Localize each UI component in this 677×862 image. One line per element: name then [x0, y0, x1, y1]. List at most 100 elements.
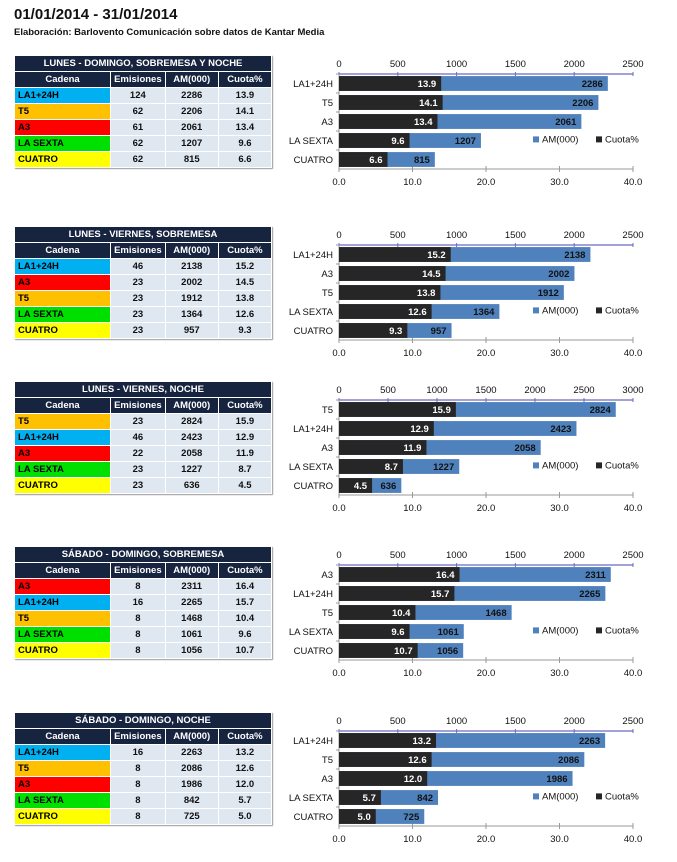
category-label: A3 [321, 570, 333, 581]
cell-cuota: 11.9 [217, 445, 273, 462]
bar-cuota [339, 586, 455, 601]
category-label: A3 [321, 774, 333, 785]
cell-emisiones: 61 [110, 119, 166, 136]
category-label: T5 [322, 98, 333, 109]
table-row: LA1+24H 16 2265 15.7 [13, 594, 273, 611]
legend-label-am: AM(000) [542, 791, 578, 802]
top-axis-tick-label: 2000 [564, 550, 585, 561]
table-row: LA SEXTA 62 1207 9.6 [13, 135, 273, 152]
cell-cadena: CUATRO [13, 642, 112, 659]
cell-cuota: 4.5 [217, 477, 273, 494]
data-label-cuota: 13.2 [413, 736, 432, 747]
bottom-axis-tick-label: 20.0 [477, 348, 496, 359]
cell-cuota: 13.4 [217, 119, 273, 136]
cell-cadena: T5 [13, 760, 112, 777]
cell-cuota: 12.9 [217, 429, 273, 446]
bar-cuota [339, 285, 441, 300]
top-axis-tick-label: 1500 [505, 230, 526, 241]
cell-cadena: LA1+24H [13, 429, 112, 446]
legend-label-am: AM(000) [542, 134, 578, 145]
bar-cuota [339, 114, 438, 129]
cell-am: 1056 [164, 642, 219, 659]
section-5: SÁBADO - DOMINGO, NOCHE Cadena Emisiones AM… [0, 712, 677, 862]
data-label-am: 2002 [548, 269, 569, 280]
section-4: SÁBADO - DOMINGO, SOBREMESA Cadena Emision… [0, 546, 677, 696]
cell-am: 2311 [164, 578, 219, 595]
table-row: LA SEXTA 8 842 5.7 [13, 792, 273, 809]
table-row: LA SEXTA 23 1227 8.7 [13, 461, 273, 478]
section-3: LUNES - VIERNES, NOCHE Cadena Emisiones AM(… [0, 381, 677, 531]
column-header-am: AM(000) [164, 71, 219, 88]
data-label-cuota: 12.0 [404, 774, 423, 785]
top-axis-tick-label: 0 [336, 385, 341, 396]
legend-label-cuota: Cuota% [605, 134, 639, 145]
cell-emisiones: 46 [110, 258, 166, 275]
table-row: T5 62 2206 14.1 [13, 103, 273, 120]
bottom-axis-tick-label: 40.0 [624, 177, 643, 188]
cell-cadena: A3 [13, 776, 112, 793]
cell-cadena: CUATRO [13, 151, 112, 168]
cell-cadena: A3 [13, 445, 112, 462]
audience-table: SÁBADO - DOMINGO, NOCHE Cadena Emisiones AM… [13, 712, 273, 825]
top-axis-tick-label: 2500 [573, 385, 594, 396]
category-label: LA1+24H [293, 589, 333, 600]
legend-swatch-am [533, 627, 539, 634]
top-axis-tick-label: 1500 [505, 59, 526, 70]
top-axis-tick-label: 2000 [564, 230, 585, 241]
chart-legend: AM(000) Cuota% [533, 460, 639, 471]
audience-table: SÁBADO - DOMINGO, SOBREMESA Cadena Emision… [13, 546, 273, 659]
top-axis-tick-label: 500 [380, 385, 396, 396]
table-row: A3 22 2058 11.9 [13, 445, 273, 462]
top-axis-tick-label: 1500 [505, 550, 526, 561]
cell-emisiones: 23 [110, 306, 166, 323]
bar-chart: 0 500 1000 1500 2000 2500 0.0 10.0 20.0 30.0 40.0 L… [289, 230, 644, 359]
table-row: T5 8 2086 12.6 [13, 760, 273, 777]
top-axis-tick-label: 3000 [622, 385, 643, 396]
table-row: LA1+24H 16 2263 13.2 [13, 744, 273, 761]
data-label-cuota: 9.3 [389, 326, 402, 337]
cell-emisiones: 8 [110, 760, 166, 777]
column-header-cuota: Cuota% [217, 71, 273, 88]
bar-cuota [339, 402, 456, 417]
data-label-am: 725 [403, 812, 420, 823]
category-label: LA SEXTA [289, 627, 334, 638]
bar-cuota [339, 95, 443, 110]
data-label-cuota: 5.0 [358, 812, 371, 823]
data-label-cuota: 12.9 [410, 424, 429, 435]
cell-am: 2061 [164, 119, 219, 136]
column-header-cadena: Cadena [13, 242, 112, 259]
data-label-cuota: 10.7 [394, 646, 413, 657]
top-axis-tick-label: 2000 [564, 716, 585, 727]
bar-cuota [339, 304, 432, 319]
top-axis-tick-label: 500 [390, 716, 406, 727]
top-axis-tick-label: 500 [390, 230, 406, 241]
cell-cuota: 9.6 [217, 626, 273, 643]
bar-chart: 0 500 1000 1500 2000 2500 0.0 10.0 20.0 30.0 40.0 L… [289, 59, 644, 188]
cell-cuota: 12.6 [217, 760, 273, 777]
cell-cuota: 16.4 [217, 578, 273, 595]
bottom-axis-tick-label: 30.0 [550, 348, 569, 359]
cell-cadena: T5 [13, 290, 112, 307]
column-header-emisiones: Emisiones [110, 71, 166, 88]
table-row: LA1+24H 46 2423 12.9 [13, 429, 273, 446]
top-axis-tick-label: 1000 [426, 385, 447, 396]
top-axis-tick-label: 1000 [446, 550, 467, 561]
category-label: A3 [321, 117, 333, 128]
cell-am: 1227 [164, 461, 219, 478]
category-label: T5 [322, 288, 333, 299]
data-label-cuota: 13.9 [418, 79, 437, 90]
cell-cadena: LA SEXTA [13, 792, 112, 809]
cell-cuota: 13.8 [217, 290, 273, 307]
data-label-am: 2061 [555, 117, 577, 128]
bottom-axis-tick-label: 10.0 [403, 177, 422, 188]
category-label: CUATRO [294, 155, 333, 166]
cell-cadena: LA SEXTA [13, 626, 112, 643]
cell-emisiones: 62 [110, 151, 166, 168]
legend-swatch-cuota [596, 307, 602, 314]
cell-cadena: CUATRO [13, 322, 112, 339]
cell-cuota: 5.0 [217, 808, 273, 825]
category-label: LA SEXTA [289, 307, 334, 318]
cell-emisiones: 8 [110, 808, 166, 825]
top-axis-tick-label: 2000 [564, 59, 585, 70]
cell-cuota: 14.5 [217, 274, 273, 291]
